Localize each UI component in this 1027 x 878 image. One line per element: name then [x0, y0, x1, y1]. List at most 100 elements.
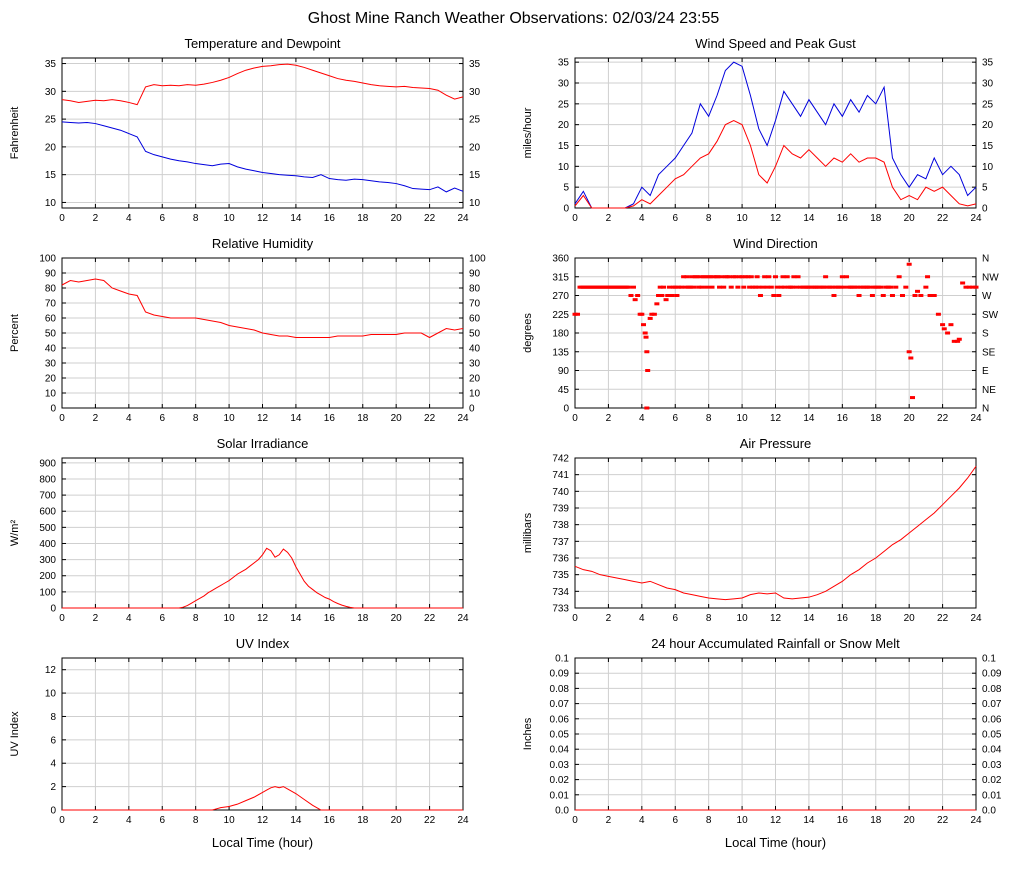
svg-text:600: 600	[39, 507, 56, 518]
svg-text:0.1: 0.1	[555, 654, 569, 665]
svg-text:400: 400	[39, 539, 56, 550]
air-pressure-chart: 0 2 4 6 8 10 12 14 16 18 20 22 247337347357367377387…	[522, 436, 982, 624]
svg-text:22: 22	[937, 213, 949, 224]
svg-text:12: 12	[256, 613, 268, 624]
svg-text:12: 12	[769, 213, 781, 224]
svg-text:0.04: 0.04	[549, 745, 569, 756]
svg-text:4: 4	[639, 815, 645, 826]
svg-text:millibars: millibars	[522, 512, 534, 553]
svg-text:10: 10	[44, 689, 56, 700]
svg-text:25: 25	[469, 115, 481, 126]
svg-text:0.05: 0.05	[982, 730, 1002, 741]
svg-text:4: 4	[126, 613, 132, 624]
svg-text:80: 80	[44, 284, 56, 295]
svg-text:0.06: 0.06	[982, 714, 1002, 725]
svg-text:90: 90	[469, 269, 481, 280]
svg-text:2: 2	[92, 815, 98, 826]
svg-text:UV Index: UV Index	[9, 711, 21, 757]
svg-text:30: 30	[557, 79, 569, 90]
svg-text:738: 738	[552, 520, 569, 531]
svg-text:18: 18	[870, 613, 882, 624]
svg-text:14: 14	[290, 213, 302, 224]
svg-text:4: 4	[126, 413, 132, 424]
svg-text:100: 100	[39, 254, 56, 265]
svg-text:24: 24	[970, 815, 982, 826]
svg-text:6: 6	[672, 613, 678, 624]
svg-text:24: 24	[457, 413, 469, 424]
svg-text:2: 2	[605, 613, 611, 624]
svg-text:741: 741	[552, 470, 569, 481]
svg-text:4: 4	[639, 413, 645, 424]
svg-text:0.03: 0.03	[982, 760, 1002, 771]
svg-text:14: 14	[290, 613, 302, 624]
svg-text:739: 739	[552, 504, 569, 515]
svg-text:10: 10	[736, 815, 748, 826]
svg-text:10: 10	[44, 389, 56, 400]
svg-text:16: 16	[836, 815, 848, 826]
svg-text:70: 70	[469, 299, 481, 310]
svg-text:4: 4	[639, 213, 645, 224]
svg-text:16: 16	[836, 413, 848, 424]
svg-text:4: 4	[126, 213, 132, 224]
svg-text:12: 12	[769, 613, 781, 624]
svg-text:2: 2	[50, 782, 56, 793]
svg-text:10: 10	[469, 389, 481, 400]
svg-text:20: 20	[469, 142, 481, 153]
svg-text:60: 60	[44, 314, 56, 325]
svg-text:35: 35	[982, 58, 994, 69]
svg-text:10: 10	[982, 162, 994, 173]
svg-text:0: 0	[563, 404, 569, 415]
svg-text:5: 5	[982, 183, 988, 194]
svg-text:Air Pressure: Air Pressure	[739, 436, 811, 451]
svg-text:15: 15	[44, 170, 56, 181]
svg-text:18: 18	[357, 815, 369, 826]
svg-text:8: 8	[705, 413, 711, 424]
svg-text:90: 90	[557, 366, 569, 377]
svg-text:35: 35	[469, 59, 481, 70]
svg-text:0.09: 0.09	[549, 669, 569, 680]
svg-text:6: 6	[672, 213, 678, 224]
svg-text:100: 100	[39, 587, 56, 598]
svg-text:24: 24	[457, 815, 469, 826]
svg-text:E: E	[982, 366, 989, 377]
svg-text:20: 20	[982, 120, 994, 131]
svg-text:Solar Irradiance: Solar Irradiance	[216, 436, 308, 451]
svg-text:NE: NE	[982, 385, 996, 396]
svg-text:0: 0	[50, 806, 56, 817]
svg-text:SE: SE	[982, 347, 996, 358]
svg-text:70: 70	[44, 299, 56, 310]
svg-text:10: 10	[736, 613, 748, 624]
svg-text:50: 50	[469, 329, 481, 340]
svg-text:degrees: degrees	[522, 313, 534, 353]
svg-text:6: 6	[159, 815, 165, 826]
svg-text:0: 0	[50, 404, 56, 415]
svg-text:Relative Humidity: Relative Humidity	[211, 236, 313, 251]
svg-text:Inches: Inches	[522, 717, 534, 750]
svg-text:20: 20	[390, 213, 402, 224]
svg-text:SW: SW	[982, 310, 999, 321]
svg-text:Fahrenheit: Fahrenheit	[9, 107, 21, 160]
svg-text:40: 40	[469, 344, 481, 355]
svg-text:25: 25	[557, 99, 569, 110]
svg-text:10: 10	[223, 613, 235, 624]
svg-text:0: 0	[59, 413, 65, 424]
svg-text:35: 35	[557, 58, 569, 69]
svg-text:10: 10	[736, 413, 748, 424]
svg-text:2: 2	[605, 815, 611, 826]
svg-text:2: 2	[605, 213, 611, 224]
svg-text:W: W	[982, 291, 992, 302]
svg-text:360: 360	[552, 254, 569, 265]
svg-text:2: 2	[92, 413, 98, 424]
svg-text:16: 16	[323, 815, 335, 826]
svg-text:737: 737	[552, 537, 569, 548]
svg-text:8: 8	[50, 712, 56, 723]
svg-text:300: 300	[39, 555, 56, 566]
svg-text:16: 16	[323, 213, 335, 224]
svg-text:24: 24	[970, 613, 982, 624]
svg-text:30: 30	[469, 87, 481, 98]
svg-text:0.1: 0.1	[982, 654, 996, 665]
svg-text:22: 22	[424, 213, 436, 224]
svg-text:6: 6	[159, 213, 165, 224]
svg-text:30: 30	[44, 359, 56, 370]
